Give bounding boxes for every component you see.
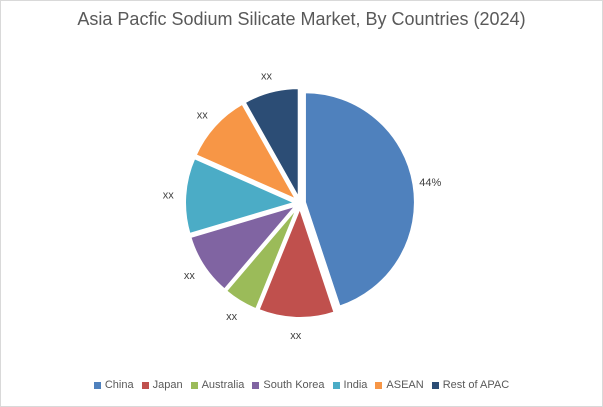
- pie-slice-india: [184, 156, 298, 236]
- legend-swatch: [431, 381, 439, 389]
- pie-slice-australia: [224, 206, 299, 311]
- legend-item-china: China: [93, 379, 134, 391]
- legend-item-rest-of-apac: Rest of APAC: [431, 379, 510, 391]
- chart-legend: China Japan Australia South Korea India ASEAN…: [0, 379, 603, 391]
- pie-slice-china: [303, 91, 416, 308]
- legend-label: Japan: [152, 379, 183, 391]
- legend-label: China: [104, 379, 134, 391]
- legend-label: Rest of APAC: [442, 379, 510, 391]
- data-label-china: 44%: [419, 177, 441, 189]
- chart-title: Asia Pacfic Sodium Silicate Market, By C…: [77, 9, 526, 29]
- legend-label: South Korea: [263, 379, 325, 391]
- data-label-south-korea: xx: [184, 270, 196, 282]
- legend-item-india: India: [332, 379, 368, 391]
- pie-slice-japan: [257, 205, 336, 319]
- data-label-japan: xx: [290, 330, 302, 342]
- legend-swatch: [332, 381, 340, 389]
- legend-label: ASEAN: [386, 379, 424, 391]
- legend-swatch: [93, 381, 101, 389]
- legend-swatch: [190, 381, 198, 389]
- pie-slice-south-korea: [189, 203, 299, 291]
- data-label-australia: xx: [226, 311, 238, 323]
- legend-label: Australia: [201, 379, 245, 391]
- pie-slice-rest-of-apac: [243, 87, 300, 202]
- legend-item-south-korea: South Korea: [252, 379, 325, 391]
- legend-swatch: [375, 381, 383, 389]
- pie-slice-asean: [194, 102, 299, 202]
- legend-swatch: [252, 381, 260, 389]
- legend-item-japan: Japan: [141, 379, 183, 391]
- data-label-asean: xx: [197, 109, 209, 121]
- data-label-india: xx: [163, 190, 175, 202]
- legend-label: India: [343, 379, 368, 391]
- legend-item-asean: ASEAN: [375, 379, 424, 391]
- data-label-rest-of-apac: xx: [261, 70, 273, 82]
- legend-item-australia: Australia: [190, 379, 245, 391]
- legend-swatch: [141, 381, 149, 389]
